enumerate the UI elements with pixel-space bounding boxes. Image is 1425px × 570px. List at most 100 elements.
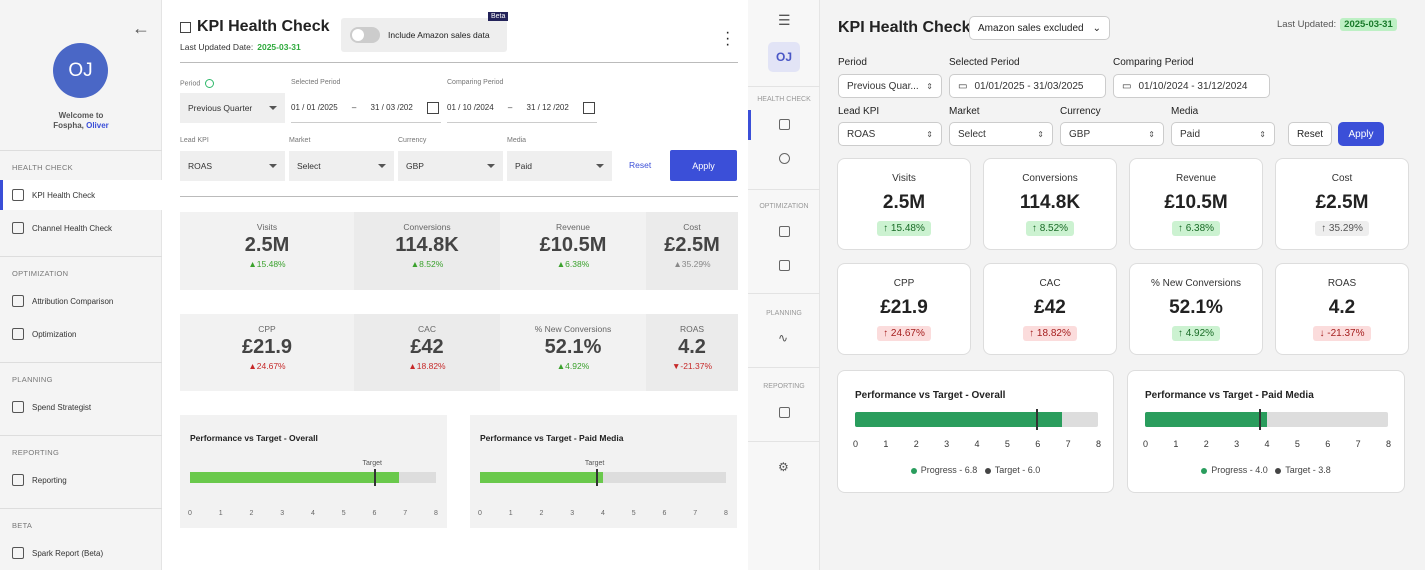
comparing-period-input[interactable]: 01 / 10 /2024 – 31 / 12 /202	[447, 93, 597, 123]
gear-icon[interactable]: ⚙	[778, 460, 789, 474]
sidebar-item-label: Spend Strategist	[32, 402, 92, 412]
progress-bar	[1145, 412, 1388, 427]
reset-button[interactable]: Reset	[1288, 122, 1332, 146]
axis-tick-label: 8	[434, 510, 438, 517]
sidebar-item-label: Attribution Comparison	[32, 296, 114, 306]
table-icon[interactable]	[779, 407, 790, 418]
welcome-user: Oliver	[86, 121, 109, 130]
axis-tick-label: 0	[1143, 439, 1149, 449]
kpi-label: ROAS	[1327, 278, 1357, 289]
kpi-change: ▲15.48%	[248, 259, 286, 269]
kpi-label: CAC	[1039, 278, 1061, 289]
selected-period-input[interactable]: ▭ 01/01/2025 - 31/03/2025	[949, 74, 1106, 98]
kpi-card: Conversions 114.8K ↑ 8.52%	[983, 158, 1117, 250]
period-select[interactable]: Previous Quar... ⇕	[838, 74, 942, 98]
amazon-toggle-switch[interactable]	[350, 27, 380, 43]
sidebar-item-optimization[interactable]: Optimization	[0, 319, 162, 349]
axis-tick-label: 5	[631, 510, 636, 517]
market-select[interactable]: Select	[289, 151, 394, 181]
avatar[interactable]: OJ	[768, 42, 800, 72]
legend-target: Target - 3.8	[1285, 465, 1331, 475]
bar-chart-icon[interactable]	[779, 226, 790, 237]
perf-card-paid-media: Performance vs Target - Paid Media Targe…	[470, 415, 737, 528]
sidebar-item-reporting[interactable]: Reporting	[0, 465, 162, 495]
kpi-card: CPP £21.9 ↑ 24.67%	[837, 263, 971, 355]
kpi-card: Cost £2.5M ▲35.29%	[646, 212, 738, 290]
market-select[interactable]: Select ⇕	[949, 122, 1053, 146]
right-main-panel: KPI Health Check Amazon sales excluded ⌄ …	[820, 0, 1425, 570]
perf-card-title: Performance vs Target - Paid Media	[1145, 390, 1314, 401]
kpi-change-badge: ↑ 8.52%	[1025, 221, 1075, 236]
comparing-from: 01 / 10 /2024	[447, 103, 494, 112]
wave-icon[interactable]: ∿	[778, 331, 789, 345]
apply-button[interactable]: Apply	[670, 150, 737, 181]
kpi-label: CPP	[893, 278, 915, 289]
reset-button[interactable]: Reset	[629, 160, 652, 170]
axis-tick-label: 2	[539, 510, 544, 517]
axis-tick-label: 8	[1386, 439, 1392, 449]
media-select[interactable]: Paid ⇕	[1171, 122, 1275, 146]
sidebar-item-channel-health-check[interactable]: Channel Health Check	[0, 213, 162, 243]
avatar[interactable]: OJ	[53, 43, 108, 98]
period-select[interactable]: Previous Quarter	[180, 93, 285, 123]
kpi-change-badge: ↑ 35.29%	[1315, 221, 1369, 236]
apply-button[interactable]: Apply	[1338, 122, 1384, 146]
axis-tick-label: 3	[280, 510, 285, 517]
kpi-change: ▼-21.37%	[671, 361, 713, 371]
chevron-updown-icon: ⇕	[1037, 129, 1044, 139]
lead-kpi-select[interactable]: ROAS	[180, 151, 285, 181]
optimization-icon[interactable]	[779, 260, 790, 271]
sidebar-item-attribution-comparison[interactable]: Attribution Comparison	[0, 286, 162, 316]
axis-tick-label: 6	[662, 510, 667, 517]
kpi-change-badge: ↑ 4.92%	[1171, 326, 1221, 341]
divider	[180, 62, 738, 63]
comparing-to: 31 / 12 /202	[526, 103, 569, 112]
kpi-card: Visits 2.5M ↑ 15.48%	[837, 158, 971, 250]
perf-card-overall: Performance vs Target - Overall Target 0…	[180, 415, 447, 528]
currency-select[interactable]: GBP ⇕	[1060, 122, 1164, 146]
back-arrow-icon[interactable]: ←	[132, 18, 150, 38]
kpi-health-icon[interactable]	[779, 119, 790, 130]
comparing-period-input[interactable]: ▭ 01/10/2024 - 31/12/2024	[1113, 74, 1270, 98]
strategy-icon	[12, 401, 24, 413]
lead-kpi-select[interactable]: ROAS ⇕	[838, 122, 942, 146]
caret-down-icon	[487, 164, 495, 168]
sidebar-item-spark-report[interactable]: Spark Report (Beta)	[0, 538, 162, 568]
kpi-change-badge: ↓ -21.37%	[1313, 326, 1371, 341]
search-chart-icon[interactable]	[779, 153, 790, 164]
amazon-sales-dropdown[interactable]: Amazon sales excluded ⌄	[969, 16, 1110, 40]
caret-down-icon	[596, 164, 604, 168]
selected-period-input[interactable]: 01 / 01 /2025 – 31 / 03 /202	[291, 93, 441, 123]
sidebar-item-spend-strategist[interactable]: Spend Strategist	[0, 392, 162, 422]
axis-tick-label: 6	[372, 510, 377, 517]
calendar-icon[interactable]	[427, 101, 439, 114]
axis-tick-label: 4	[601, 510, 605, 517]
hamburger-icon[interactable]: ☰	[778, 12, 791, 28]
currency-label: Currency	[398, 137, 427, 144]
last-updated-badge: 2025-03-31	[1340, 18, 1397, 31]
sidebar-item-kpi-health-check[interactable]: KPI Health Check	[0, 180, 162, 210]
more-options-icon[interactable]: · · ·	[725, 24, 731, 53]
page-title: KPI Health Check	[838, 19, 971, 36]
grid-icon	[12, 189, 24, 201]
kpi-value: £42	[410, 336, 444, 358]
axis-tick-label: 0	[853, 439, 859, 449]
divider	[748, 293, 820, 294]
divider	[748, 189, 820, 190]
section-title: HEALTH CHECK	[12, 163, 73, 172]
calendar-icon[interactable]	[583, 101, 595, 114]
axis-tick-label: 2	[913, 439, 919, 449]
axis-tick-label: 1	[218, 510, 223, 517]
section-title: PLANNING	[766, 310, 802, 317]
media-select[interactable]: Paid	[507, 151, 612, 181]
kpi-label: CAC	[418, 324, 436, 334]
currency-select[interactable]: GBP	[398, 151, 503, 181]
info-circle-icon[interactable]	[205, 79, 215, 88]
kpi-value: 52.1%	[1169, 297, 1223, 318]
target-label: Target	[362, 460, 382, 467]
kpi-value: 4.2	[678, 336, 706, 358]
perf-card-title: Performance vs Target - Overall	[190, 433, 318, 443]
welcome-line: Welcome to	[58, 111, 104, 120]
axis-tick-label: 0	[188, 510, 192, 517]
kpi-card: ROAS 4.2 ▼-21.37%	[646, 314, 738, 391]
